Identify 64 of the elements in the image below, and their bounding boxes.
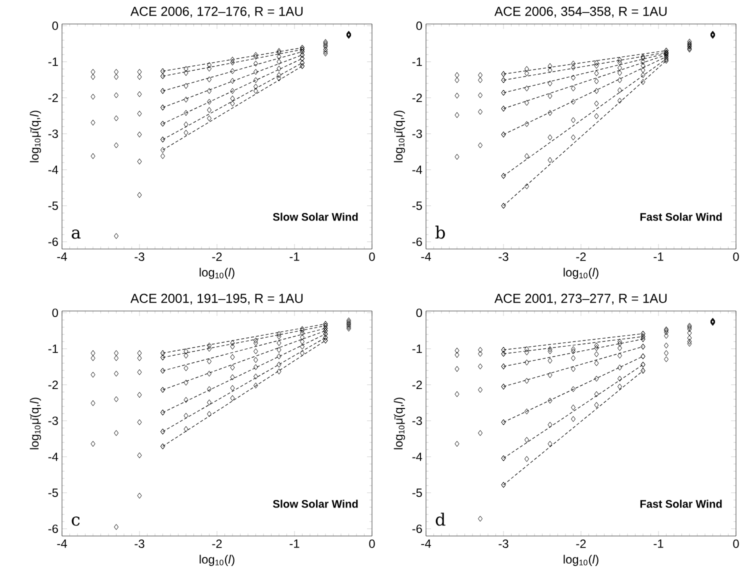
y-tick-label: -3 (412, 130, 422, 138)
x-tick-label: 0 (369, 252, 375, 261)
y-tick-label: -1 (412, 344, 422, 353)
x-axis-title: log$_{10}$(l) (200, 268, 234, 279)
x-tick-label: -2 (212, 252, 222, 261)
y-tick-label: -3 (412, 416, 422, 426)
y-tick-label: -6 (412, 238, 422, 246)
y-tick-label: 0 (416, 22, 422, 30)
x-axis-title: log$_{10}$(l) (564, 554, 598, 566)
y-tick-label: -3 (48, 130, 58, 138)
chart-title: ACE 2001, 273–277, R = 1AU (494, 294, 667, 304)
chart-title: ACE 2001, 191–195, R = 1AU (130, 294, 303, 304)
y-tick-label: -2 (412, 94, 422, 102)
annotation: Slow Solar Wind (272, 212, 358, 221)
chart-title: ACE 2006, 172–176, R = 1AU (130, 6, 303, 18)
x-tick-label: -3 (134, 540, 144, 548)
y-tick-label: -4 (48, 452, 58, 461)
y-axis-title: log$_{10}$μ̄(q,l) (30, 110, 42, 162)
y-tick-label: -6 (412, 524, 422, 534)
annotation: Slow Solar Wind (272, 500, 358, 508)
x-tick-label: -1 (290, 540, 300, 548)
chart-title: ACE 2006, 354–358, R = 1AU (494, 6, 667, 18)
y-tick-label: -1 (412, 58, 422, 66)
x-tick-label: -3 (134, 252, 144, 261)
x-tick-label: 0 (733, 540, 739, 548)
y-tick-label: -5 (412, 202, 422, 210)
y-tick-label: -4 (412, 166, 422, 174)
y-axis-title: log$_{10}$μ̄(q,l) (394, 110, 406, 162)
x-tick-label: -2 (576, 252, 586, 261)
y-tick-label: 0 (52, 22, 58, 30)
y-tick-label: -3 (48, 416, 58, 426)
y-tick-label: -1 (48, 344, 58, 353)
y-tick-label: -5 (48, 488, 58, 497)
x-axis-title: log$_{10}$(l) (200, 554, 234, 566)
y-tick-label: -4 (48, 166, 58, 174)
x-tick-label: 0 (733, 252, 739, 261)
y-tick-label: -2 (48, 94, 58, 102)
y-tick-label: 0 (416, 308, 422, 318)
x-tick-label: -2 (576, 540, 586, 548)
x-tick-label: -2 (212, 540, 222, 548)
y-axis-title: log$_{10}$μ̄(q,l) (30, 398, 42, 450)
x-tick-label: -1 (654, 540, 664, 548)
y-tick-label: -5 (48, 202, 58, 210)
x-tick-label: -3 (498, 540, 508, 548)
x-tick-label: -1 (654, 252, 664, 261)
y-tick-label: -5 (412, 488, 422, 497)
x-tick-label: 0 (369, 540, 375, 548)
y-tick-label: -2 (412, 380, 422, 389)
annotation: Fast Solar Wind (640, 500, 722, 508)
y-tick-label: 0 (52, 308, 58, 318)
x-tick-label: -1 (290, 252, 300, 261)
x-tick-label: -3 (498, 252, 508, 261)
y-tick-label: -6 (48, 524, 58, 534)
annotation: b (435, 226, 445, 239)
x-axis-title: log$_{10}$(l) (564, 268, 598, 279)
annotation: Fast Solar Wind (640, 212, 722, 221)
y-tick-label: -4 (412, 452, 422, 461)
y-tick-label: -6 (48, 238, 58, 246)
annotation: d (436, 512, 446, 526)
annotation: a (72, 230, 81, 239)
y-tick-label: -1 (48, 58, 58, 66)
annotation: c (72, 516, 80, 526)
y-tick-label: -2 (48, 380, 58, 389)
y-axis-title: log$_{10}$μ̄(q,l) (394, 398, 406, 450)
